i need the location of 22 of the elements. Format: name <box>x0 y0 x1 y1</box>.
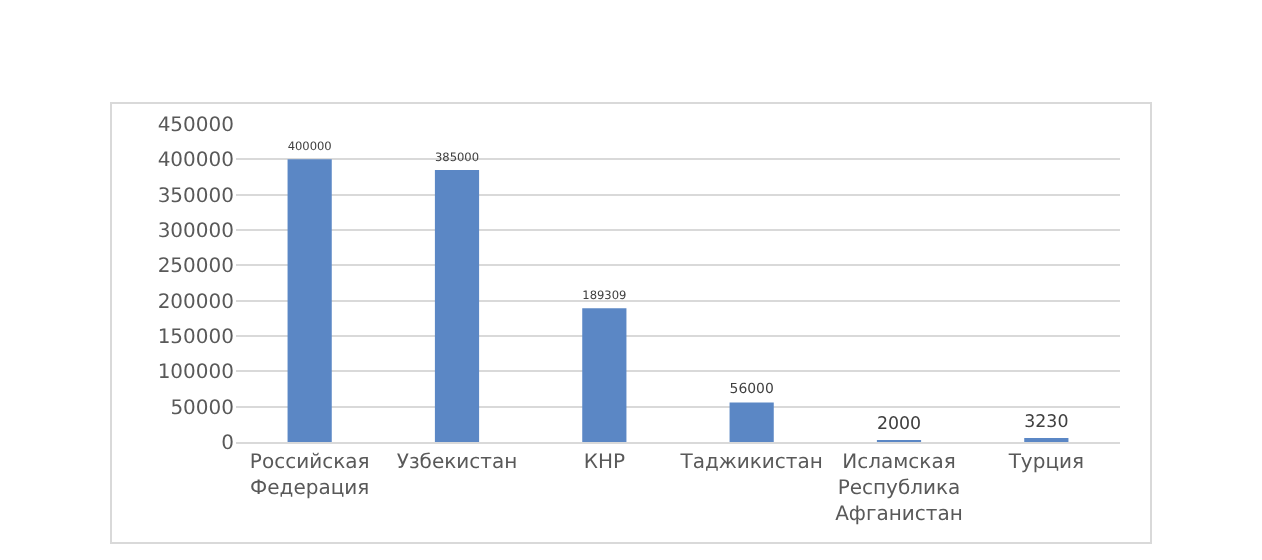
data-label: 3230 <box>1024 413 1069 434</box>
y-tick-label: 200000 <box>157 291 234 314</box>
y-tick-label: 100000 <box>157 362 234 385</box>
x-tick-label: Узбекистан <box>396 452 518 474</box>
y-tick-label: 150000 <box>157 327 234 349</box>
y-tick-label: 300000 <box>157 221 234 243</box>
bar <box>287 159 332 442</box>
y-tick-label: 0 <box>221 433 234 455</box>
y-tick-label: 450000 <box>157 115 234 137</box>
x-tick-label: Российская Федерация <box>249 452 370 500</box>
x-tick-label: Таджикистан <box>678 452 823 474</box>
x-tick-label: Исламская Республика Афганистан <box>835 452 963 526</box>
y-tick-label: 350000 <box>157 185 234 208</box>
x-tick-label: КНР <box>583 452 625 474</box>
y-tick-label: 50000 <box>170 397 234 420</box>
bar <box>434 169 480 442</box>
bar <box>582 308 627 442</box>
y-tick-label: 400000 <box>157 150 234 173</box>
bar <box>729 402 774 442</box>
y-tick-label: 250000 <box>157 256 234 279</box>
data-label: 2000 <box>876 415 922 436</box>
x-tick-label: Турция <box>1006 452 1085 474</box>
